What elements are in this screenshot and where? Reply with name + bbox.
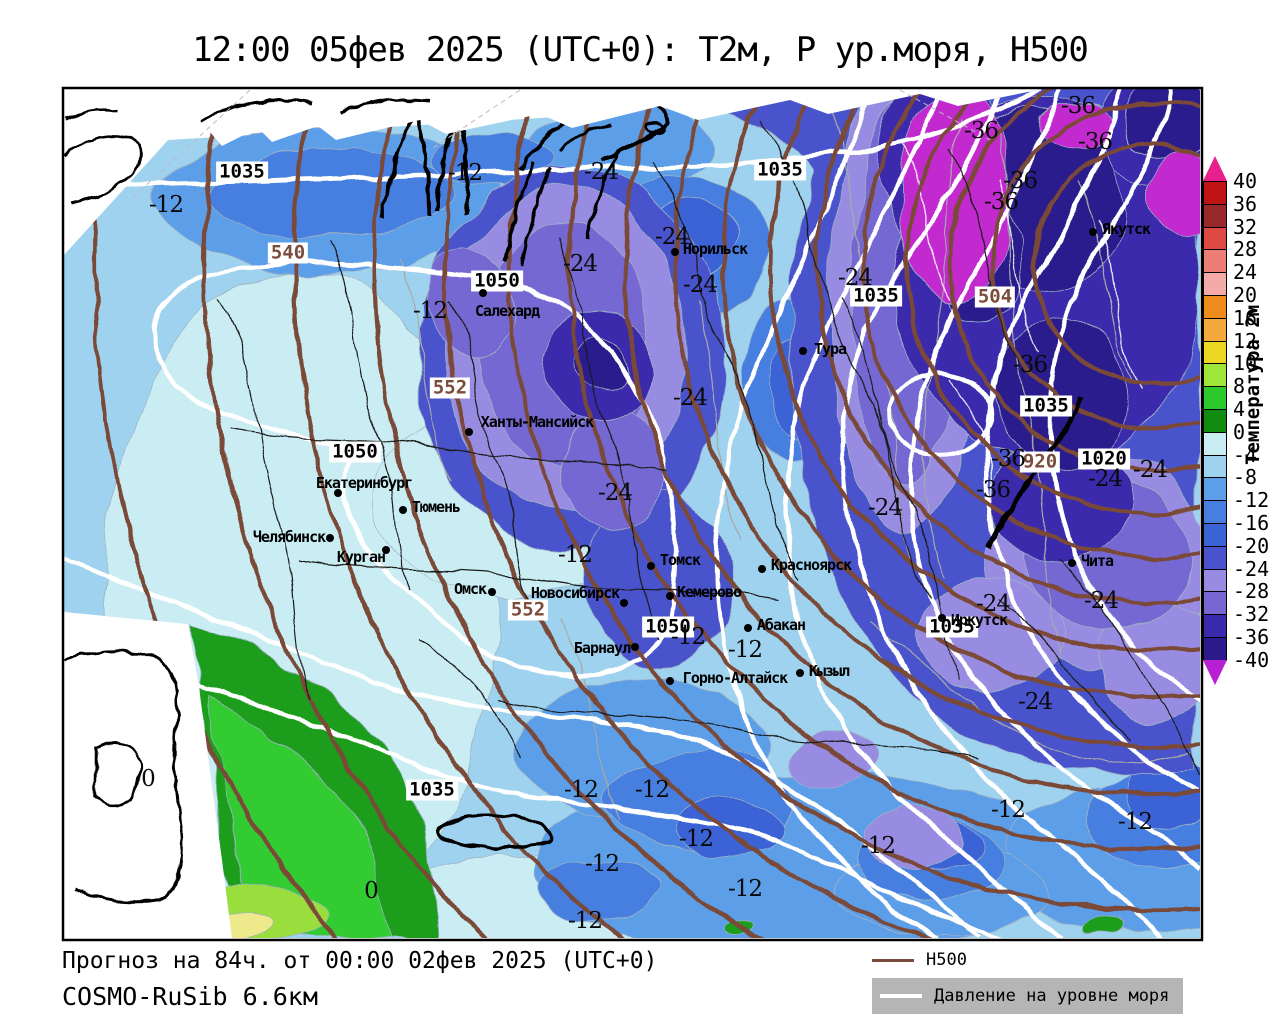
colorbar-swatch <box>1203 637 1227 661</box>
colorbar-axis-label: Температура 2м <box>1242 304 1264 465</box>
colorbar-tick-label: 32 <box>1233 214 1258 239</box>
colorbar-tick-label: -28 <box>1233 579 1270 604</box>
colorbar-swatch <box>1203 340 1227 365</box>
colorbar-tick-label: -16 <box>1233 511 1270 535</box>
h500-legend-label: H500 <box>926 950 967 970</box>
colorbar-tick-label: 20 <box>1233 283 1258 307</box>
colorbar-tick-label: -8 <box>1233 465 1258 490</box>
colorbar-swatch <box>1203 181 1227 205</box>
colorbar-tick-label: 24 <box>1233 260 1258 285</box>
colorbar-tick-label: 10 <box>1233 351 1258 376</box>
colorbar-tick-label: -32 <box>1233 602 1270 627</box>
colorbar-tick-label: -20 <box>1233 533 1270 558</box>
map-legend: H500 Давление на уровне моря <box>872 950 1184 1022</box>
colorbar-swatch <box>1203 386 1227 410</box>
legend-row-h500: H500 <box>872 950 1183 970</box>
colorbar-swatch <box>1203 272 1227 296</box>
colorbar-swatch <box>1203 591 1227 616</box>
legend-row-pressure: Давление на уровне моря <box>872 978 1184 1014</box>
colorbar-tick-label: -24 <box>1233 556 1270 581</box>
pressure-line-swatch <box>880 994 922 998</box>
colorbar-over-range-triangle <box>1203 156 1227 181</box>
colorbar-tick-label: 16 <box>1233 305 1258 330</box>
colorbar-swatch <box>1203 363 1227 388</box>
colorbar-tick-label: 0 <box>1233 419 1246 444</box>
colorbar-swatch <box>1203 523 1227 547</box>
colorbar-swatch <box>1203 454 1227 479</box>
map-title: 12:00 05фев 2025 (UTC+0): T2м, P ур.моря… <box>192 30 1089 70</box>
colorbar-swatch <box>1203 431 1227 456</box>
colorbar-tick-label: -40 <box>1233 647 1270 672</box>
colorbar-swatch <box>1203 545 1227 570</box>
colorbar-tick-label: 4 <box>1233 397 1246 421</box>
colorbar-tick-label: 36 <box>1233 191 1258 216</box>
colorbar-swatch <box>1203 226 1227 251</box>
colorbar-swatch <box>1203 295 1227 319</box>
colorbar-tick-label: 12 <box>1233 328 1258 353</box>
colorbar-tick-label: 28 <box>1233 237 1258 262</box>
pressure-legend-label: Давление на уровне моря <box>934 986 1170 1006</box>
colorbar-swatch <box>1203 568 1227 593</box>
colorbar-swatch <box>1203 409 1227 433</box>
model-name-text: COSMO-RuSib 6.6км <box>62 982 318 1011</box>
colorbar-tick-label: -4 <box>1233 442 1258 467</box>
colorbar-tick-label: -12 <box>1233 488 1270 513</box>
colorbar-swatch <box>1203 614 1227 638</box>
colorbar-swatch <box>1203 249 1227 274</box>
colorbar-under-range-triangle <box>1203 659 1227 685</box>
colorbar-swatch <box>1203 500 1227 524</box>
colorbar-tick-label: -36 <box>1233 625 1270 649</box>
colorbar-swatch <box>1203 477 1227 502</box>
h500-line-swatch <box>872 958 914 962</box>
colorbar-swatch <box>1203 317 1227 342</box>
colorbar-tick-label: 8 <box>1233 374 1246 399</box>
colorbar-swatch <box>1203 203 1227 228</box>
colorbar-tick-label: 40 <box>1233 169 1258 193</box>
forecast-info-text: Прогноз на 84ч. от 00:00 02фев 2025 (UTC… <box>62 948 658 974</box>
